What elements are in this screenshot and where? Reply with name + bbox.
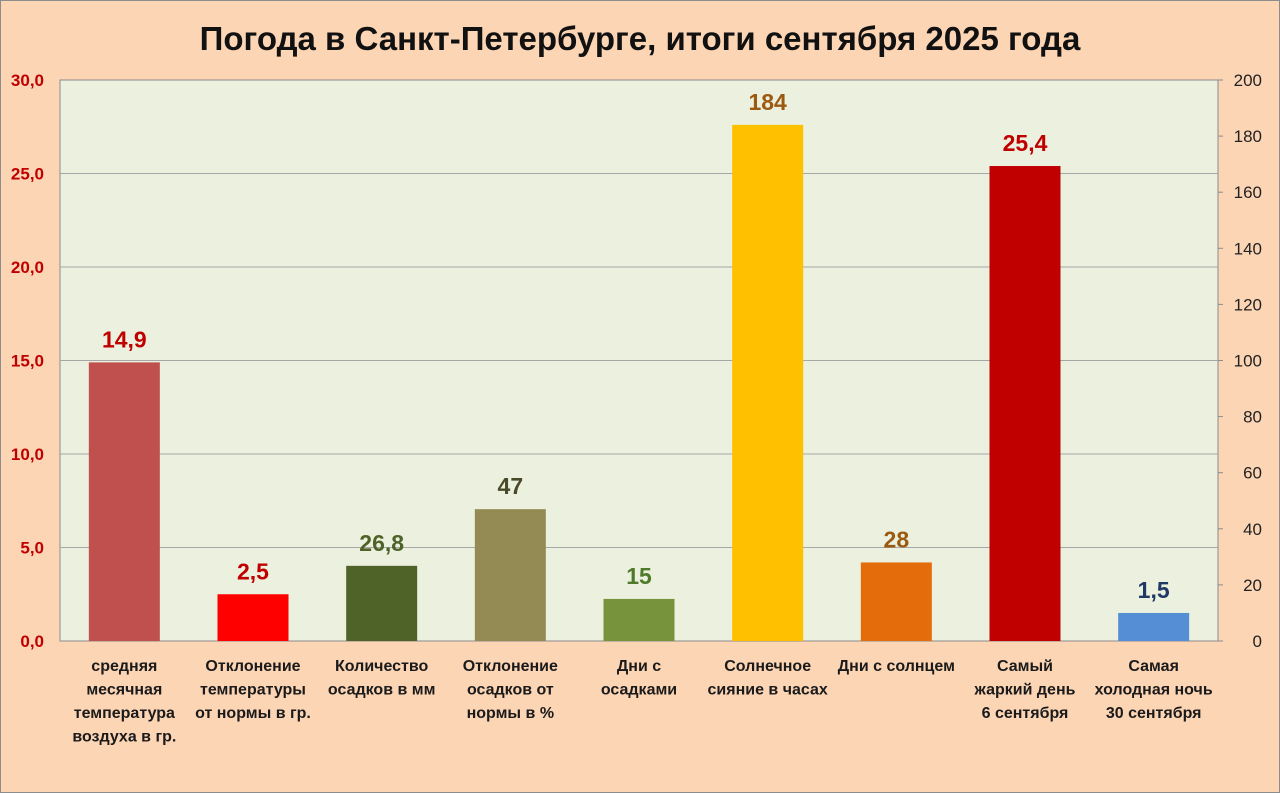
- chart-title: Погода в Санкт-Петербурге, итоги сентябр…: [200, 20, 1081, 57]
- category-label: холодная ночь: [1095, 682, 1213, 699]
- category-label: Самый: [997, 658, 1053, 675]
- data-label: 2,5: [237, 558, 269, 584]
- left-tick-label: 0,0: [20, 632, 44, 651]
- bar: [989, 166, 1061, 641]
- bar: [860, 562, 932, 641]
- data-label: 25,4: [1003, 130, 1048, 156]
- data-label: 15: [626, 563, 652, 589]
- category-label: температура: [74, 705, 175, 722]
- category-label: сияние в часах: [708, 682, 828, 699]
- category-label: средняя: [91, 658, 157, 675]
- category-label: нормы в %: [467, 705, 554, 722]
- data-label: 26,8: [359, 530, 404, 556]
- right-tick-label: 180: [1234, 127, 1262, 146]
- category-label: Дни с солнцем: [838, 658, 955, 675]
- category-label: 6 сентября: [982, 705, 1069, 722]
- category-label: Дни с: [617, 658, 661, 675]
- left-tick-label: 20,0: [11, 258, 44, 277]
- category-label: месячная: [86, 682, 162, 699]
- data-label: 1,5: [1138, 577, 1170, 603]
- bar: [603, 598, 675, 641]
- left-tick-label: 25,0: [11, 165, 44, 184]
- category-label: жаркий день: [974, 682, 1076, 699]
- left-tick-label: 5,0: [20, 539, 44, 558]
- left-tick-label: 10,0: [11, 445, 44, 464]
- category-label: Отклонение: [205, 658, 300, 675]
- right-tick-label: 120: [1234, 295, 1262, 314]
- category-label: Отклонение: [463, 658, 558, 675]
- category-label: Самая: [1128, 658, 1179, 675]
- bar: [346, 565, 418, 641]
- category-label: осадками: [601, 682, 677, 699]
- bar: [732, 124, 804, 641]
- right-tick-label: 200: [1234, 71, 1262, 90]
- category-label: осадков в мм: [328, 682, 436, 699]
- right-tick-label: 140: [1234, 239, 1262, 258]
- right-tick-label: 160: [1234, 183, 1262, 202]
- bar: [217, 594, 289, 641]
- right-tick-label: 60: [1243, 464, 1262, 483]
- data-label: 14,9: [102, 326, 147, 352]
- data-label: 184: [748, 89, 787, 115]
- right-tick-label: 0: [1253, 632, 1262, 651]
- left-tick-label: 30,0: [11, 71, 44, 90]
- data-label: 28: [884, 526, 910, 552]
- bar: [88, 362, 160, 641]
- right-tick-label: 20: [1243, 576, 1262, 595]
- category-label: Солнечное: [724, 658, 811, 675]
- right-tick-label: 40: [1243, 520, 1262, 539]
- bar: [1118, 612, 1190, 641]
- data-label: 47: [498, 473, 524, 499]
- category-label: температуры: [200, 682, 306, 699]
- bar: [474, 509, 546, 641]
- left-tick-label: 15,0: [11, 352, 44, 371]
- right-tick-label: 80: [1243, 408, 1262, 427]
- category-label: от нормы в гр.: [195, 705, 311, 722]
- category-label: 30 сентября: [1106, 705, 1202, 722]
- category-label: воздуха в гр.: [72, 729, 176, 746]
- right-tick-label: 100: [1234, 352, 1262, 371]
- category-label: Количество: [335, 658, 428, 675]
- category-label: осадков от: [467, 682, 554, 699]
